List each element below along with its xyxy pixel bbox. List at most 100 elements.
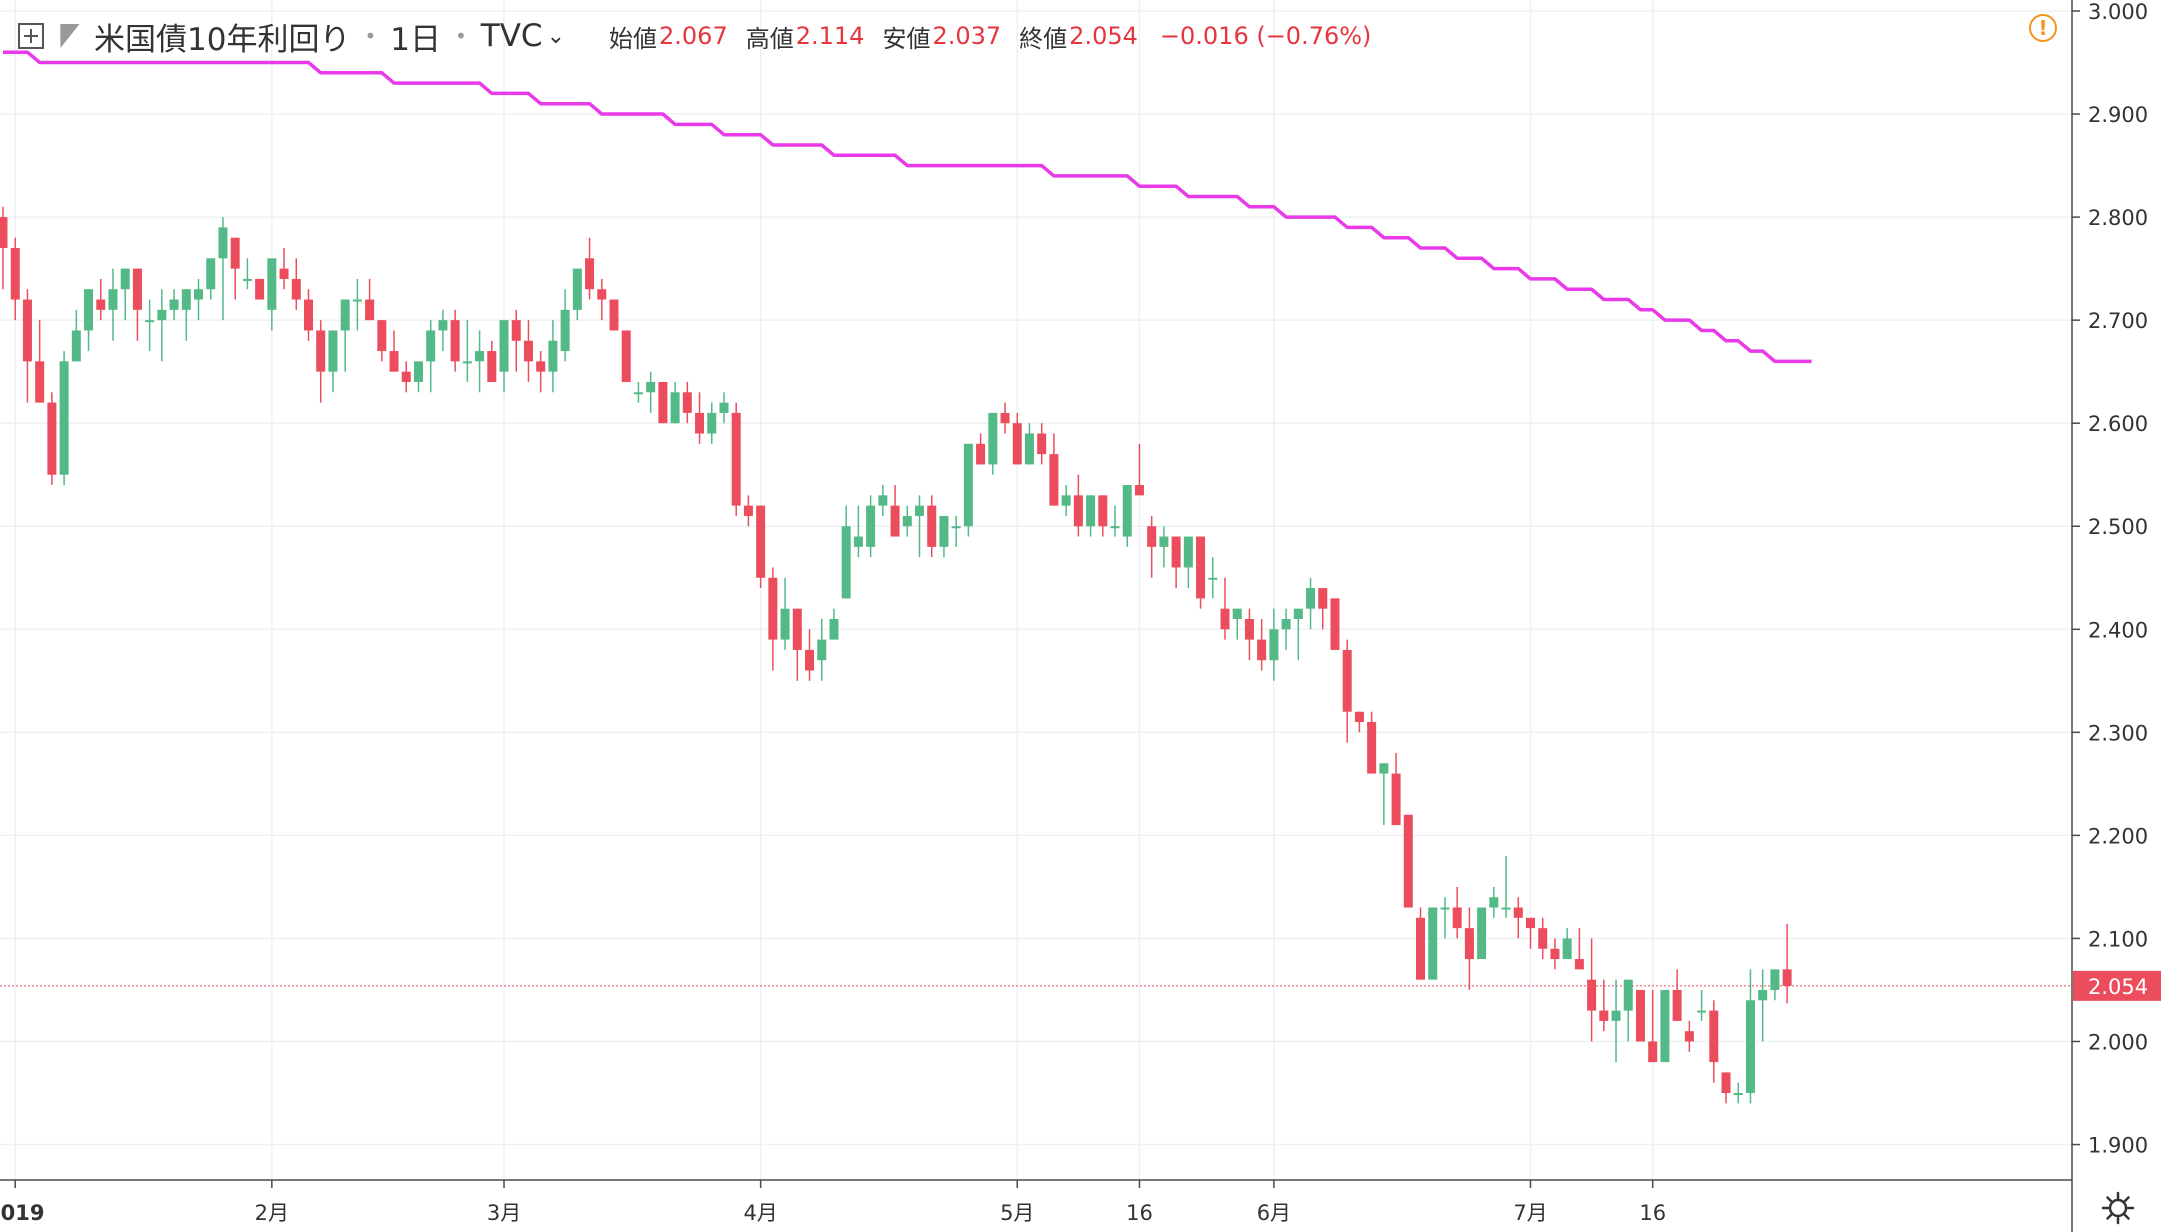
candle-body	[328, 330, 338, 372]
source-label[interactable]: TVC	[480, 18, 543, 54]
x-tick-label: 2月	[255, 1201, 289, 1225]
chevron-down-icon[interactable]: ⌄	[546, 23, 566, 49]
candle-body	[695, 412, 705, 434]
candle-body	[792, 608, 802, 650]
candle-body	[255, 278, 265, 300]
candle-body	[157, 309, 167, 321]
candle-body	[841, 526, 851, 599]
y-tick-label: 2.400	[2088, 618, 2148, 642]
candle-body	[1330, 598, 1340, 650]
candle-body	[1464, 928, 1474, 960]
candle-body	[1440, 907, 1450, 910]
candle-body	[291, 278, 301, 300]
x-tick-label: 7月	[1513, 1201, 1547, 1225]
candle-body	[1073, 495, 1083, 527]
candle-body	[1171, 536, 1181, 568]
x-tick-label: 16	[1126, 1201, 1153, 1225]
candle-body	[976, 443, 986, 465]
candle-body	[365, 299, 375, 321]
candle-body	[682, 392, 692, 413]
symbol-name[interactable]: 米国債10年利回り	[94, 21, 351, 58]
y-tick-label: 2.300	[2088, 721, 2148, 745]
candle-body	[242, 278, 252, 281]
candle-body	[1098, 495, 1108, 527]
y-tick-label: 2.100	[2088, 927, 2148, 951]
candle-body	[780, 608, 790, 640]
candle-body	[927, 505, 937, 547]
candle-body	[475, 351, 485, 362]
y-tick-label: 2.500	[2088, 515, 2148, 539]
candle-body	[71, 330, 81, 362]
low-label: 安値	[882, 24, 931, 53]
candle-body	[1599, 1010, 1609, 1021]
candle-body	[377, 320, 387, 352]
candle-body	[951, 526, 961, 529]
change-value: −0.016 (−0.76%)	[1159, 22, 1372, 50]
open-label: 始値	[609, 24, 658, 53]
candle-body	[560, 309, 570, 352]
candle-body	[450, 320, 460, 362]
candle-body	[1587, 979, 1597, 1011]
candle-body	[279, 268, 289, 279]
candle-body	[1281, 618, 1291, 630]
separator-dot: •	[364, 24, 377, 48]
candle-body	[1403, 814, 1413, 908]
last-price-tag	[2073, 970, 2161, 1001]
candle-body	[1611, 1010, 1621, 1021]
candle-body	[1623, 979, 1633, 1011]
candle-body	[413, 361, 423, 382]
y-tick-label: 2.800	[2088, 206, 2148, 230]
candle-body	[756, 505, 766, 578]
candle-body	[316, 330, 326, 372]
candle-body	[1684, 1031, 1694, 1042]
candle-body	[218, 227, 228, 259]
alert-icon[interactable]: !	[2029, 14, 2057, 42]
candle-body	[401, 371, 411, 382]
candle-body	[1660, 989, 1670, 1063]
x-tick-label: 3月	[487, 1201, 521, 1225]
candle-body	[1306, 588, 1316, 609]
flag-icon[interactable]	[60, 24, 80, 48]
candle-body	[1232, 608, 1242, 619]
candle-body	[10, 248, 20, 300]
candle-body	[536, 361, 546, 372]
candle-body	[988, 412, 998, 465]
interval-label[interactable]: 1日	[390, 21, 441, 58]
candle-body	[47, 402, 57, 475]
candle-body	[585, 258, 595, 290]
open-value: 2.067	[659, 22, 728, 50]
candle-body	[267, 258, 277, 310]
candle-body	[1648, 1041, 1658, 1063]
candle-body	[304, 299, 313, 331]
candle-body	[1342, 649, 1352, 712]
candle-body	[719, 402, 729, 413]
candle-body	[1391, 773, 1401, 826]
candle-body	[1196, 536, 1206, 599]
expand-icon[interactable]	[18, 23, 44, 49]
moving-average-line	[3, 50, 1812, 364]
candle-body	[1220, 608, 1230, 630]
candle-body	[1000, 412, 1010, 424]
candle-body	[1134, 485, 1144, 496]
y-tick-label: 2.700	[2088, 309, 2148, 333]
high-label: 高値	[745, 24, 794, 53]
y-tick-label: 2.000	[2088, 1030, 2148, 1054]
candle-body	[1550, 948, 1560, 960]
x-tick-label: 4月	[743, 1201, 777, 1225]
gear-icon[interactable]	[2100, 1190, 2136, 1226]
y-tick-label: 3.000	[2088, 0, 2148, 24]
candle-body	[1538, 928, 1548, 949]
candle-body	[1452, 907, 1462, 929]
candle-body	[1697, 1010, 1707, 1013]
candle-body	[145, 320, 155, 323]
candle-body	[1257, 639, 1267, 661]
candle-body	[523, 340, 533, 362]
candle-body	[1489, 897, 1499, 908]
candle-body	[597, 289, 607, 300]
candle-body	[1269, 629, 1279, 661]
candle-body	[1122, 485, 1132, 537]
candle-body	[1513, 907, 1523, 918]
candle-body	[487, 351, 497, 382]
candle-body	[805, 649, 815, 671]
